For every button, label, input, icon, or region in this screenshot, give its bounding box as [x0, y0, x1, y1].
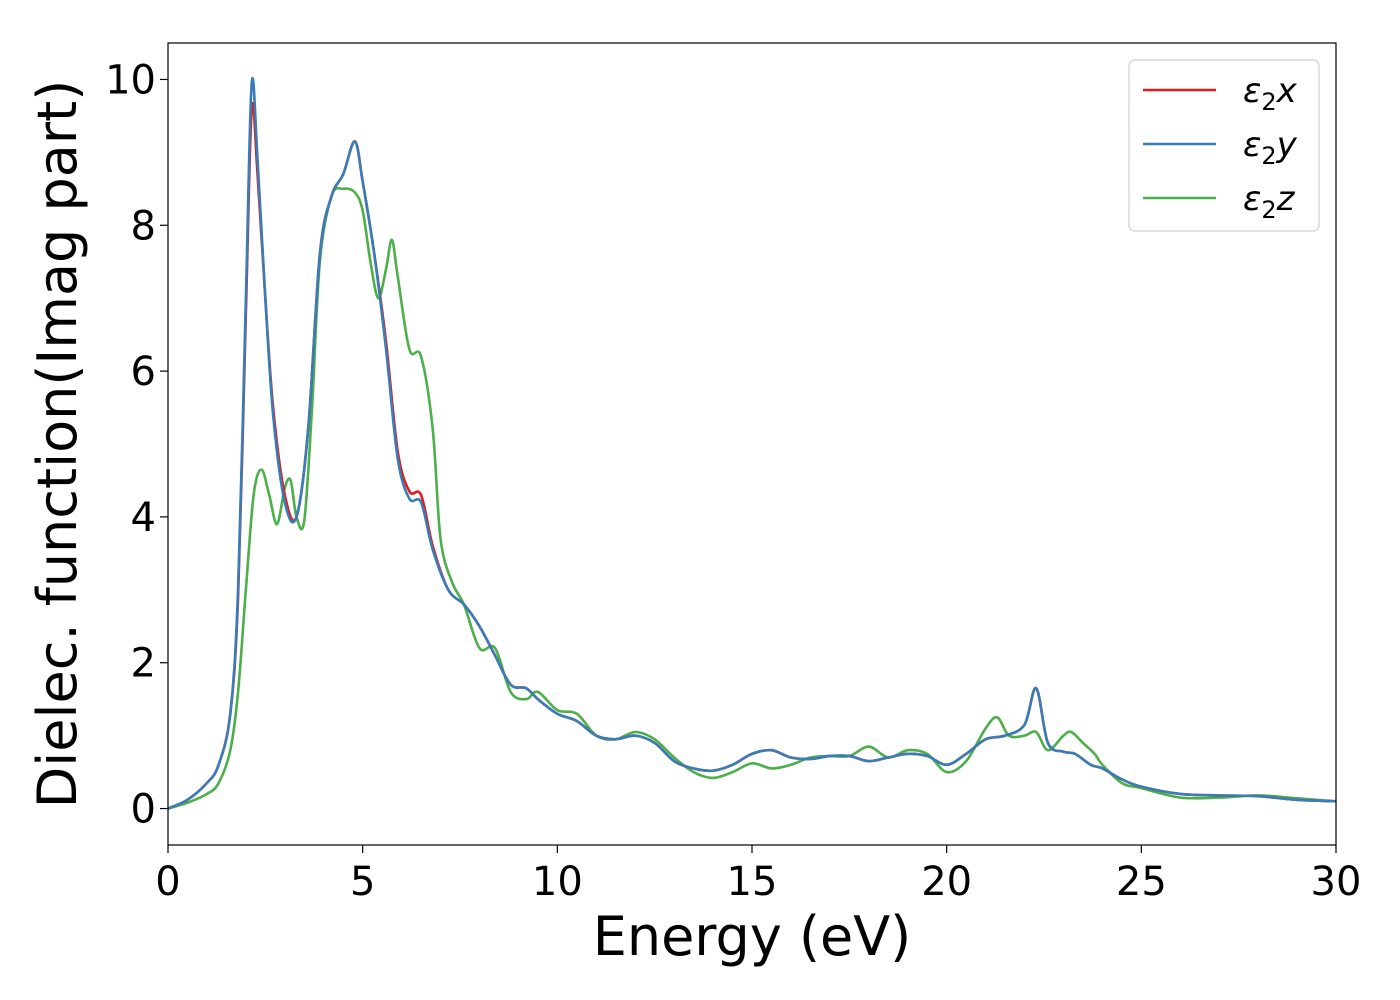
x-tick-label: 0 [155, 859, 180, 905]
legend-entry-z: ε2z [1143, 179, 1296, 224]
y-tick-label: 2 [131, 641, 156, 687]
x-tick-label: 30 [1311, 859, 1362, 905]
series-line-z [167, 186, 1337, 810]
legend-box [1128, 59, 1320, 232]
y-tick-label: 10 [105, 57, 156, 103]
series-layer [167, 76, 1337, 810]
y-axis-ticks: 0 2 4 6 8 10 [105, 57, 168, 833]
legend: ε2x ε2y ε2z [1128, 59, 1320, 232]
x-axis-ticks: 0 5 10 15 20 25 30 [155, 845, 1361, 905]
legend-entries: ε2x ε2y ε2z [1143, 71, 1298, 224]
x-tick-label: 10 [532, 859, 583, 905]
y-axis-label: Dielec. function(Imag part) [26, 80, 89, 809]
y-tick-label: 0 [131, 787, 156, 833]
legend-label: ε2z [1243, 179, 1296, 224]
x-tick-label: 5 [350, 859, 375, 905]
y-tick-label: 6 [131, 349, 156, 395]
x-axis-label: Energy (eV) [593, 905, 912, 968]
series-line-y [167, 76, 1337, 810]
y-tick-label: 8 [131, 203, 156, 249]
legend-label: ε2x [1243, 71, 1298, 116]
x-tick-label: 15 [727, 859, 778, 905]
legend-entry-x: ε2x [1143, 71, 1298, 116]
x-tick-label: 20 [921, 859, 972, 905]
legend-entry-y: ε2y [1143, 125, 1298, 170]
y-tick-label: 4 [131, 495, 156, 541]
x-tick-label: 25 [1116, 859, 1167, 905]
legend-label: ε2y [1243, 125, 1298, 170]
